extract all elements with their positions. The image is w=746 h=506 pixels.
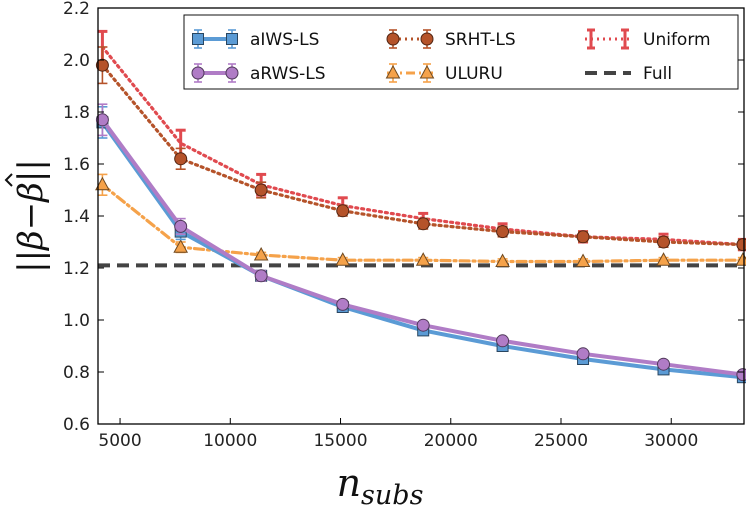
data-point-arws-ls xyxy=(416,318,430,332)
legend-entry-full: Full xyxy=(585,64,672,84)
y-tick-label: 1.0 xyxy=(63,311,90,331)
data-point-uluru xyxy=(253,246,269,261)
y-tick-label: 2.2 xyxy=(63,0,90,19)
legend-marker xyxy=(226,33,238,45)
legend-label: aIWS-LS xyxy=(250,30,319,50)
data-point-uluru xyxy=(495,253,510,267)
legend-marker xyxy=(386,32,400,46)
y-axis-label: ||β−β|| xyxy=(4,159,51,273)
x-axis-ticks: 5000 10000 15000 20000 25000 30000 xyxy=(98,418,698,451)
data-point-arws-ls xyxy=(496,334,510,348)
data-point-uluru xyxy=(415,252,431,266)
y-tick-label: 0.8 xyxy=(63,363,90,383)
data-point-uluru xyxy=(575,253,591,267)
legend-entry-srht-ls: SRHT-LS xyxy=(386,29,516,50)
series-layer xyxy=(95,29,746,384)
x-tick-label: 5000 xyxy=(98,431,141,451)
legend-entry-uniform: Uniform xyxy=(585,28,711,50)
data-point-arws-ls xyxy=(174,219,188,233)
x-tick-label: 25000 xyxy=(534,431,588,451)
series-uluru xyxy=(95,173,746,267)
y-tick-label: 1.4 xyxy=(63,207,90,227)
series-srht-ls xyxy=(95,46,746,252)
data-point-srht-ls xyxy=(576,230,590,244)
y-axis-ticks: 0.6 0.8 1.0 1.2 1.4 1.6 1.8 2.0 2.2 xyxy=(63,0,744,435)
data-point-uluru xyxy=(173,239,189,253)
svg-text:||β−β||: ||β−β|| xyxy=(11,159,51,273)
legend-marker xyxy=(225,66,239,80)
y-tick-label: 1.6 xyxy=(63,155,90,175)
data-point-srht-ls xyxy=(174,152,188,166)
legend-marker xyxy=(420,32,434,46)
y-tick-label: 1.2 xyxy=(63,259,90,279)
x-tick-label: 20000 xyxy=(424,431,478,451)
y-tick-label: 1.8 xyxy=(63,103,90,123)
legend-label: Uniform xyxy=(643,30,711,50)
legend: aIWS-LS aRWS-LS SRHT-LS ULURU Uniform Full xyxy=(183,14,739,90)
legend-box xyxy=(183,14,739,90)
data-point-srht-ls xyxy=(657,235,671,249)
data-point-srht-ls xyxy=(336,204,350,218)
data-point-arws-ls xyxy=(336,297,350,311)
x-tick-label: 30000 xyxy=(644,431,698,451)
series-arws-ls xyxy=(95,103,746,382)
plot-area xyxy=(95,7,746,425)
legend-label: ULURU xyxy=(445,64,503,84)
legend-entry-aiws-ls: aIWS-LS xyxy=(192,29,319,50)
x-axis-label: nsubs xyxy=(337,461,424,506)
data-point-srht-ls xyxy=(254,183,268,197)
data-point-uluru xyxy=(95,176,110,191)
data-point-arws-ls xyxy=(657,357,671,371)
legend-marker xyxy=(191,66,205,80)
data-point-uluru xyxy=(656,252,671,266)
data-point-srht-ls xyxy=(496,225,510,239)
data-point-arws-ls xyxy=(576,347,590,361)
legend-label: SRHT-LS xyxy=(445,30,516,50)
data-point-srht-ls xyxy=(416,217,430,231)
data-point-arws-ls xyxy=(95,113,109,127)
y-tick-label: 0.6 xyxy=(63,415,90,435)
legend-marker xyxy=(419,64,435,79)
legend-marker xyxy=(385,64,401,79)
y-tick-label: 2.0 xyxy=(63,51,90,71)
svg-text:nsubs: nsubs xyxy=(337,461,424,506)
legend-entry-arws-ls: aRWS-LS xyxy=(191,63,326,84)
data-point-srht-ls xyxy=(95,58,109,72)
data-point-uluru xyxy=(335,252,351,266)
legend-entry-uluru: ULURU xyxy=(385,63,503,84)
data-point-arws-ls xyxy=(254,269,268,283)
legend-marker xyxy=(192,33,204,45)
legend-label: Full xyxy=(643,64,672,84)
x-tick-label: 15000 xyxy=(313,431,367,451)
legend-label: aRWS-LS xyxy=(250,64,326,84)
x-tick-label: 10000 xyxy=(203,431,257,451)
series-aiws-ls xyxy=(96,106,746,384)
